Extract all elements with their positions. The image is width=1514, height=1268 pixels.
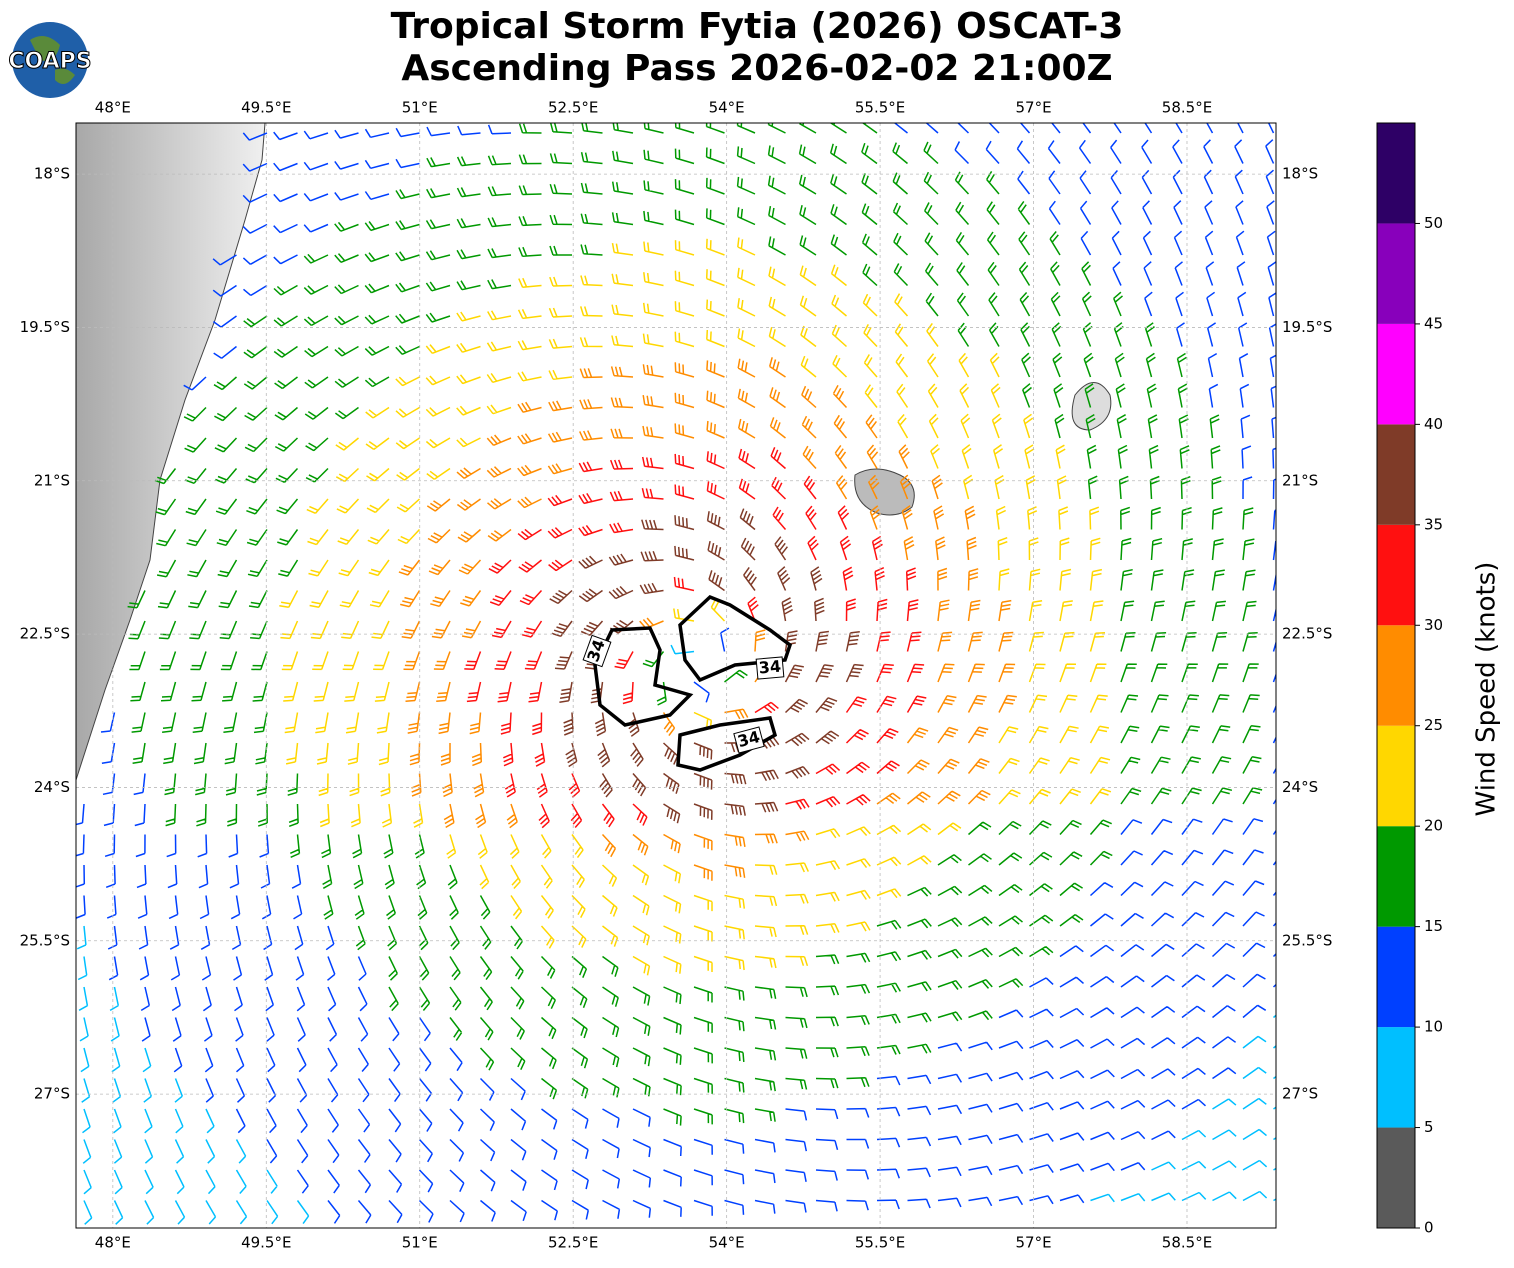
mauritius (1071, 382, 1112, 431)
colorbar-tick-label: 30 (1424, 616, 1443, 634)
map-area (76, 123, 1276, 1228)
lon-tick-label: 48°E (95, 1234, 131, 1252)
colorbar-bin (1377, 1127, 1415, 1228)
grid (76, 123, 1276, 1228)
colorbar-tick-label: 5 (1424, 1118, 1434, 1136)
lat-tick-label: 22.5°S (1282, 625, 1332, 643)
lat-tick-label: 18°S (1282, 165, 1318, 183)
lat-tick-label: 25.5°S (1282, 931, 1332, 949)
lat-tick-label: 25.5°S (20, 931, 70, 949)
lat-tick-label: 18°S (34, 165, 70, 183)
lon-tick-label: 51°E (402, 1234, 438, 1252)
lon-tick-label: 52.5°E (548, 99, 598, 117)
barb-group (464, 447, 927, 829)
lat-tick-label: 21°S (1282, 471, 1318, 489)
lon-tick-label: 52.5°E (548, 1234, 598, 1252)
lon-tick-label: 57°E (1016, 1234, 1052, 1252)
contour-34 (593, 626, 694, 727)
lat-tick-label: 22.5°S (20, 625, 70, 643)
colorbar-bin (1377, 725, 1415, 827)
map-frame (75, 122, 1277, 1229)
lon-tick-label: 57°E (1016, 99, 1052, 117)
lat-tick-label: 24°S (1282, 778, 1318, 796)
colorbar-tick-label: 50 (1424, 214, 1443, 232)
lat-tick-label: 27°S (1282, 1085, 1318, 1103)
logo-text: COAPS (8, 49, 91, 74)
colorbar-tick-label: 35 (1424, 515, 1443, 533)
madagascar (76, 123, 266, 781)
barb-group (398, 357, 1017, 881)
barb-group (549, 508, 864, 824)
colorbar-frame (1376, 122, 1416, 1229)
lon-tick-label: 58.5°E (1162, 99, 1212, 117)
colorbar-tick-label: 20 (1424, 817, 1443, 835)
lat-tick-label: 27°S (34, 1085, 70, 1103)
colorbar-tick-label: 45 (1424, 314, 1443, 332)
colorbar-bin (1377, 625, 1415, 726)
lon-tick-label: 54°E (709, 99, 745, 117)
colorbar-tick-label: 15 (1424, 917, 1443, 935)
lat-tick-label: 21°S (34, 471, 70, 489)
lon-tick-label: 49.5°E (241, 99, 291, 117)
lon-tick-label: 51°E (402, 99, 438, 117)
contour-label: 34 (758, 657, 782, 678)
colorbar-bin (1377, 1027, 1415, 1128)
contour-34 (678, 594, 793, 683)
lon-tick-label: 55.5°E (855, 99, 905, 117)
colorbar-tick-label: 0 (1424, 1219, 1434, 1237)
barb-group (127, 123, 1263, 1126)
colorbar-bin (1377, 524, 1415, 626)
lat-tick-label: 24°S (34, 778, 70, 796)
colorbar-bin (1377, 826, 1415, 927)
colorbar-label: Wind Speed (knots) (1472, 562, 1502, 817)
lon-tick-label: 49.5°E (241, 1234, 291, 1252)
lat-tick-label: 19.5°S (1282, 318, 1332, 336)
colorbar-tick-label: 40 (1424, 415, 1443, 433)
colorbar-bin (1377, 223, 1415, 324)
lon-tick-label: 54°E (709, 1234, 745, 1252)
colorbar-tick-label: 10 (1424, 1018, 1443, 1036)
wind-barbs (76, 123, 1276, 1225)
lon-tick-label: 58.5°E (1162, 1234, 1212, 1252)
barb-group (76, 123, 1276, 1224)
title-line: Tropical Storm Fytia (2026) OSCAT-3 (391, 6, 1124, 47)
lon-tick-label: 55.5°E (855, 1234, 905, 1252)
barb-group (279, 237, 1112, 976)
colorbar-bin (1377, 123, 1415, 224)
colorbar-bin (1377, 323, 1415, 425)
colorbar-bin (1377, 424, 1415, 525)
lat-tick-label: 19.5°S (20, 318, 70, 336)
colorbar-bin (1377, 926, 1415, 1028)
logo-land (30, 36, 75, 84)
colorbar-tick-label: 25 (1424, 716, 1443, 734)
lon-tick-label: 48°E (95, 99, 131, 117)
title-line: Ascending Pass 2026-02-02 21:00Z (401, 48, 1112, 89)
